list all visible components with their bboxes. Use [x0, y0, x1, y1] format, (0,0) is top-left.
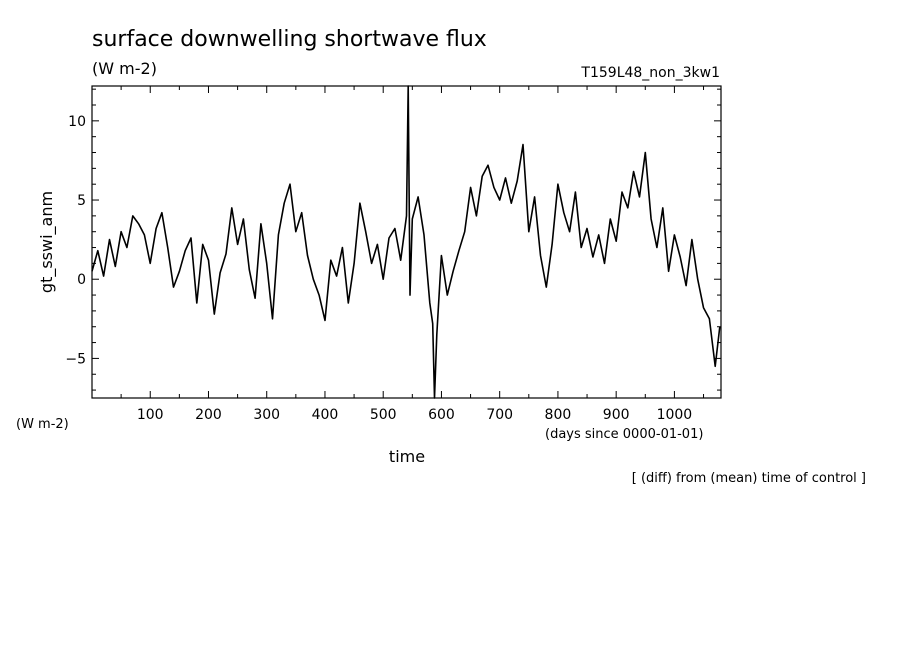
y-tick-label: −5	[65, 351, 86, 367]
x-axis-label: time	[389, 447, 425, 466]
x-axis-units: (days since 0000-01-01)	[545, 427, 703, 442]
chart-title: surface downwelling shortwave flux	[92, 27, 487, 52]
x-tick-label: 600	[428, 407, 455, 423]
plot-frame	[91, 85, 722, 399]
tick-marks	[92, 86, 721, 398]
x-tick-label: 200	[195, 407, 222, 423]
experiment-label: T159L48_non_3kw1	[580, 65, 720, 81]
x-tick-label: 900	[603, 407, 630, 423]
title-units: (W m-2)	[92, 59, 157, 78]
y-tick-label: 0	[77, 272, 86, 288]
x-tick-label: 500	[370, 407, 397, 423]
x-tick-labels: 100 200 300 400 500 600 700 800 900 1000	[137, 407, 692, 423]
y-axis-label: gt_sswi_anm	[37, 191, 57, 293]
y-tick-label: 10	[68, 114, 86, 130]
x-tick-label: 100	[137, 407, 164, 423]
y-axis-units: (W m-2)	[16, 417, 69, 432]
x-tick-label: 400	[312, 407, 339, 423]
x-tick-label: 300	[253, 407, 280, 423]
footnote: [ (diff) from (mean) time of control ]	[632, 471, 866, 486]
series-line	[91, 85, 721, 399]
x-tick-label: 700	[486, 407, 513, 423]
y-tick-labels: −5 0 5 10	[65, 114, 86, 368]
x-tick-label: 1000	[657, 407, 693, 423]
y-tick-label: 5	[77, 193, 86, 209]
x-tick-label: 800	[545, 407, 572, 423]
